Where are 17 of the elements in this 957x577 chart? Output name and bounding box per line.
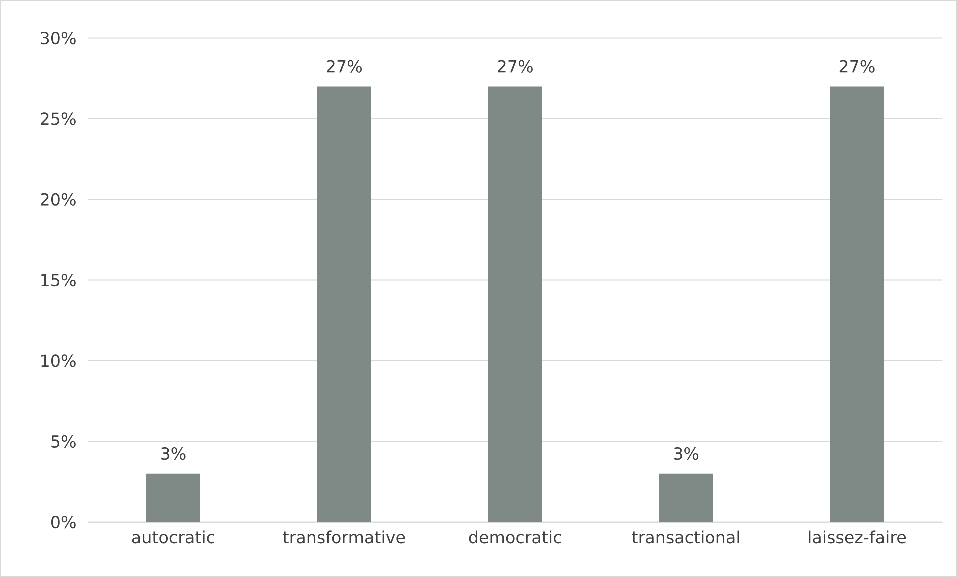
data-label: 27% <box>840 60 875 73</box>
x-tick-label: laissez-faire <box>809 530 906 544</box>
x-tick-label: transformative <box>283 530 406 544</box>
y-tick-label: 5% <box>52 435 76 448</box>
data-label: 3% <box>162 447 186 460</box>
y-tick-label: 15% <box>42 274 76 287</box>
x-tick-label: democratic <box>469 530 562 544</box>
x-tick-label: transactional <box>632 530 740 544</box>
y-tick-label: 20% <box>40 193 76 206</box>
data-label: 27% <box>498 60 533 73</box>
y-tick-label: 25% <box>40 112 76 126</box>
data-label: 27% <box>327 60 362 73</box>
data-label: 3% <box>674 447 699 460</box>
y-tick-label: 10% <box>42 354 76 368</box>
y-tick-label: 0% <box>51 516 76 529</box>
x-tick-label: autocratic <box>132 530 214 544</box>
y-tick-label: 30% <box>41 32 76 45</box>
